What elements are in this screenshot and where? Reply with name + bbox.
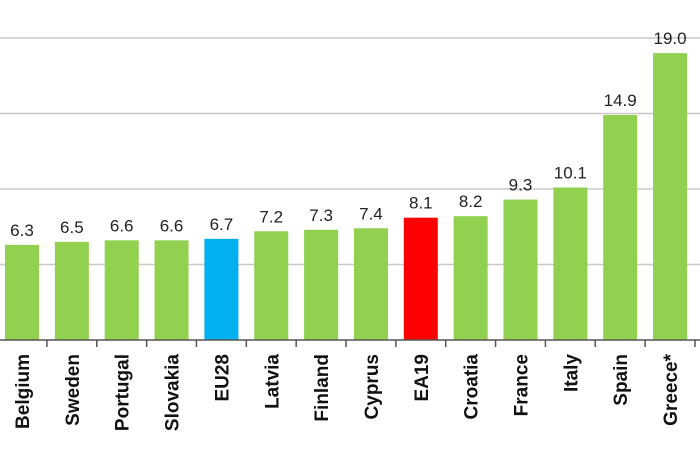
category-label: France [512, 354, 533, 416]
bar [54, 241, 89, 340]
value-label: 6.6 [110, 216, 134, 235]
bar [403, 217, 438, 340]
bar [503, 199, 538, 340]
value-label: 7.4 [359, 204, 383, 223]
bar [304, 229, 339, 340]
bar [204, 238, 239, 340]
category-label: Slovakia [163, 354, 184, 432]
bar [603, 115, 638, 340]
category-label: Sweden [63, 354, 84, 426]
bar [254, 231, 289, 340]
value-label: 7.3 [309, 206, 333, 225]
bar [154, 240, 189, 340]
gridlines [0, 37, 700, 266]
category-label: EA19 [412, 354, 433, 402]
value-label: 14.9 [604, 91, 637, 110]
category-label: Belgium [13, 354, 34, 429]
value-label: 8.2 [459, 192, 483, 211]
value-label: 10.1 [554, 163, 587, 182]
value-label: 9.3 [509, 176, 533, 195]
category-label: Greece* [661, 353, 682, 425]
category-label: Spain [611, 354, 632, 406]
value-label: 6.3 [10, 221, 34, 240]
x-axis [0, 339, 700, 347]
bar [104, 240, 139, 340]
category-label: Portugal [113, 354, 134, 431]
category-label: Italy [561, 354, 582, 392]
value-label: 19.0 [654, 29, 687, 48]
category-label: EU28 [212, 354, 233, 402]
bar [653, 53, 688, 340]
bar [453, 216, 488, 340]
bar [5, 244, 39, 340]
bars [5, 53, 688, 340]
value-label: 6.6 [160, 216, 184, 235]
category-label: Finland [312, 354, 333, 422]
value-labels: 6.3 6.5 6.6 6.6 6.7 7.2 7.3 7.4 8.1 8.2 9.3 10.1 14.… [10, 29, 686, 240]
category-labels: Belgium Sweden Portugal Slovakia EU28 Latvia F… [13, 353, 682, 431]
value-label: 6.7 [210, 215, 234, 234]
category-label: Cyprus [362, 354, 383, 419]
bar [553, 187, 588, 340]
value-label: 7.2 [259, 207, 283, 226]
value-label: 6.5 [60, 218, 84, 237]
category-label: Latvia [262, 354, 283, 409]
category-label: Croatia [462, 354, 483, 420]
value-label: 8.1 [409, 194, 433, 213]
bar [353, 228, 388, 340]
